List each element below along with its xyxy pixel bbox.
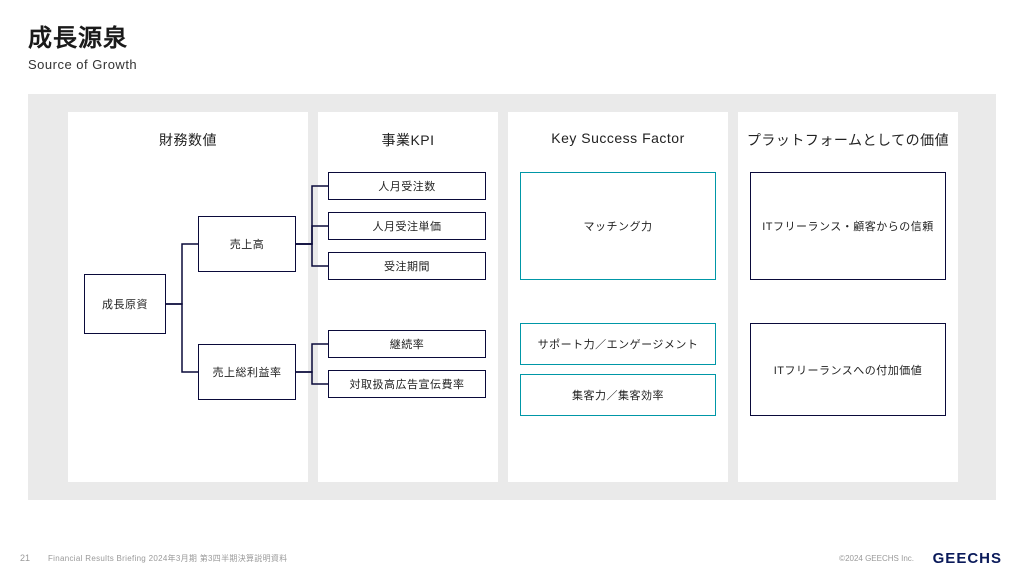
node-v2: ITフリーランスへの付加価値 bbox=[750, 323, 946, 416]
page-number: 21 bbox=[20, 553, 30, 563]
node-k3: 受注期間 bbox=[328, 252, 486, 280]
panel-ksf: Key Success Factor bbox=[508, 112, 728, 482]
logo: GEECHS bbox=[933, 550, 1002, 567]
title-block: 成長源泉 Source of Growth bbox=[28, 18, 137, 72]
panel-header: プラットフォームとしての価値 bbox=[738, 112, 958, 150]
footer-left-text: Financial Results Briefing 2024年3月期 第3四半… bbox=[48, 553, 288, 564]
diagram-canvas: 財務数値 事業KPI Key Success Factor プラットフォームとし… bbox=[28, 94, 996, 500]
panel-header: 財務数値 bbox=[68, 112, 308, 150]
title-jp: 成長源泉 bbox=[28, 18, 137, 53]
panel-platform-value: プラットフォームとしての価値 bbox=[738, 112, 958, 482]
node-s2: サポート力／エンゲージメント bbox=[520, 323, 716, 365]
node-k5: 対取扱高広告宣伝費率 bbox=[328, 370, 486, 398]
node-k4: 継続率 bbox=[328, 330, 486, 358]
slide: 成長源泉 Source of Growth 財務数値 事業KPI Key Suc… bbox=[0, 0, 1024, 576]
title-en: Source of Growth bbox=[28, 57, 137, 72]
panel-kpi: 事業KPI bbox=[318, 112, 498, 482]
node-rev: 売上高 bbox=[198, 216, 296, 272]
footer: 21 Financial Results Briefing 2024年3月期 第… bbox=[0, 540, 1024, 576]
node-gpm: 売上総利益率 bbox=[198, 344, 296, 400]
node-v1: ITフリーランス・顧客からの信頼 bbox=[750, 172, 946, 280]
node-s1: マッチング力 bbox=[520, 172, 716, 280]
panel-header: 事業KPI bbox=[318, 112, 498, 150]
node-k2: 人月受注単価 bbox=[328, 212, 486, 240]
footer-copyright: ©2024 GEECHS Inc. bbox=[839, 554, 914, 563]
node-s3: 集客力／集客効率 bbox=[520, 374, 716, 416]
panel-header: Key Success Factor bbox=[508, 112, 728, 146]
node-root: 成長原資 bbox=[84, 274, 166, 334]
node-k1: 人月受注数 bbox=[328, 172, 486, 200]
